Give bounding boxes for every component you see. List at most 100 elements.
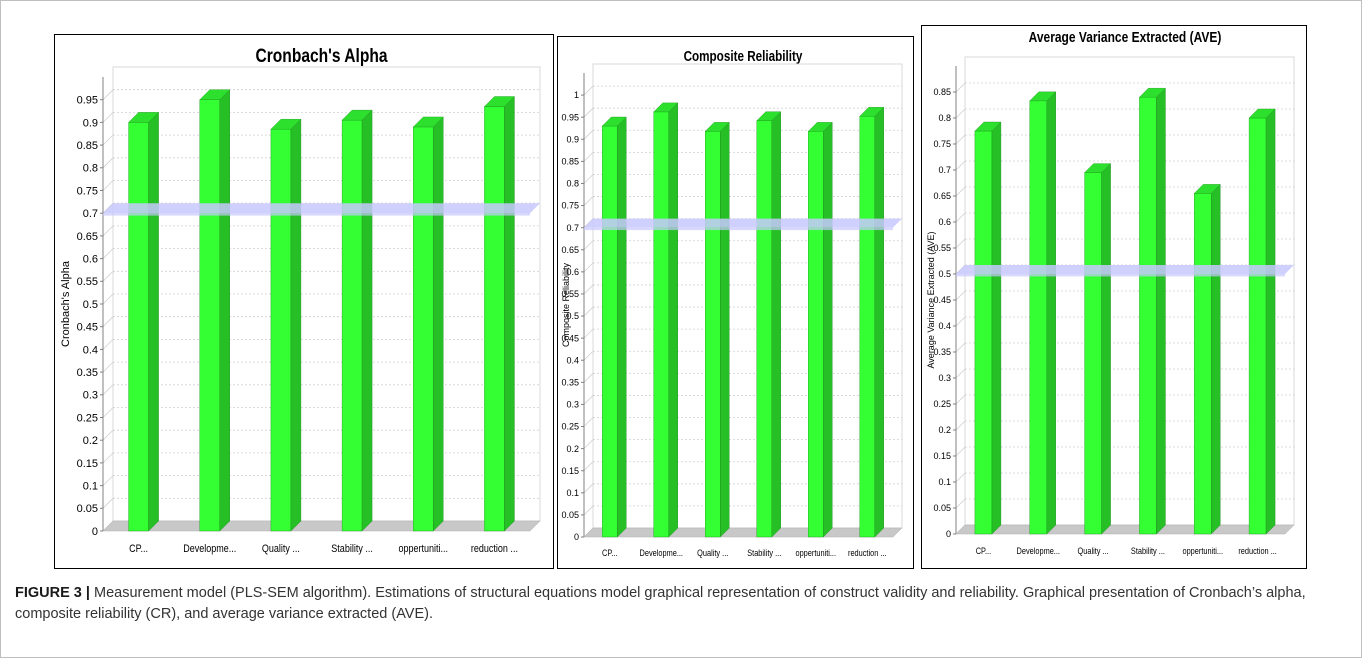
chart-panel-composite-reliability: Composite Reliability 0 0.05 0.1 0.15 0.2 0.25… [557, 36, 914, 569]
chart-title: Composite Reliability [684, 48, 803, 65]
gridline-side [102, 452, 114, 464]
bar-front [270, 129, 292, 532]
y-tick-label: 0.2 [83, 435, 98, 447]
threshold-band-top [103, 203, 540, 214]
y-tick-label: 0.4 [566, 355, 579, 365]
bar-6 [859, 106, 885, 538]
bar-front [653, 111, 669, 538]
bar-front [1139, 96, 1157, 535]
bar-4 [756, 111, 782, 538]
bar-side [1265, 108, 1276, 535]
x-category-label: CP... [976, 546, 991, 556]
gridline-side [102, 271, 114, 282]
gridline-side [955, 498, 966, 509]
gridline-side [583, 85, 594, 96]
bar-side [720, 121, 730, 538]
bar-3 [704, 121, 730, 538]
bar-4 [341, 109, 373, 532]
ave-chart: Average Variance Extracted (AVE) 0 0.05 0.1… [926, 29, 1295, 556]
bar-side [148, 111, 159, 532]
y-tick-label: 0.1 [566, 488, 579, 498]
bar-top [270, 119, 302, 130]
y-tick-label: 0.2 [566, 444, 579, 454]
y-tick-label: 0.05 [561, 510, 579, 520]
bar-top [601, 116, 627, 127]
y-tick-label: 0.5 [938, 269, 951, 279]
y-tick-label: 0.45 [933, 295, 951, 305]
y-tick-label: 0.3 [566, 400, 579, 410]
bar-top [1029, 91, 1057, 102]
x-category-label: Quality ... [1078, 546, 1109, 556]
x-category-label: reduction ... [471, 543, 518, 555]
x-category-label: Quality ... [262, 543, 300, 555]
y-tick-label: 0.8 [83, 163, 98, 175]
gridline-side [955, 212, 966, 223]
y-tick-label: 0.8 [566, 179, 579, 189]
gridline-side [102, 475, 114, 486]
gridline-side [102, 134, 114, 146]
y-tick-label: 0.25 [561, 422, 579, 432]
gridline-side [102, 316, 114, 327]
gridline-side [955, 316, 966, 327]
gridline-side [583, 328, 594, 339]
bar-side [504, 96, 515, 532]
bar-4 [1138, 87, 1166, 535]
y-tick-label: 0.05 [933, 503, 951, 513]
y-tick-label: 0.05 [77, 503, 98, 515]
gridline-side [583, 395, 594, 405]
gridline-side [102, 498, 114, 509]
plot-back-wall [592, 63, 903, 529]
y-axis-title: Composite Reliability [561, 262, 571, 347]
composite-reliability-chart: Composite Reliability 0 0.05 0.1 0.15 0.2 0.25… [561, 48, 903, 558]
chart-title: Cronbach's Alpha [255, 45, 387, 67]
y-tick-label: 0.25 [77, 412, 98, 424]
y-tick-label: 0.6 [938, 217, 951, 227]
y-tick-label: 0.6 [83, 253, 98, 265]
y-tick-label: 0.1 [83, 480, 98, 492]
gridline-side [955, 420, 966, 431]
chart-floor [583, 527, 903, 538]
bar-side [991, 121, 1002, 535]
bar-side [219, 89, 230, 532]
x-category-label: reduction ... [848, 548, 887, 558]
y-tick-label: 0.15 [77, 458, 98, 470]
bar-front [128, 122, 149, 532]
x-category-label: Stability ... [331, 543, 373, 555]
bar-front [1248, 117, 1267, 535]
bar-5 [1193, 183, 1221, 535]
y-tick-label: 0.75 [561, 201, 579, 211]
y-tick-label: 0.5 [566, 311, 579, 321]
gridline-side [102, 157, 114, 169]
x-category-label: oppertuniti... [398, 543, 448, 555]
gridline-side [102, 293, 114, 305]
gridline-side [583, 174, 594, 184]
x-category-label: Developme... [1017, 546, 1060, 556]
x-category-label: CP... [602, 548, 617, 558]
x-category-label: CP... [129, 543, 148, 555]
gridline-side [955, 160, 966, 171]
x-category-label: Stability ... [1131, 546, 1165, 556]
bar-5 [412, 116, 444, 532]
y-tick-label: 0.95 [561, 112, 579, 122]
x-category-label: Developme... [640, 548, 683, 558]
x-category-label: reduction ... [1238, 546, 1277, 556]
bar-top [483, 96, 515, 107]
y-tick-label: 0.35 [933, 347, 951, 357]
caption-text: Measurement model (PLS-SEM algorithm). E… [15, 585, 1306, 622]
bar-6 [1248, 108, 1276, 535]
y-tick-label: 0.55 [561, 289, 579, 299]
caption-label: FIGURE 3 | [15, 585, 90, 601]
gridline-side [955, 446, 966, 457]
bar-front [808, 131, 824, 538]
bar-1 [601, 116, 627, 538]
chart-panel-cronbach-alpha: Cronbach's Alpha 0 0.05 0.1 0.15 0.2 0.25 0.3 0.… [54, 34, 554, 569]
y-tick-label: 0.65 [77, 231, 98, 243]
y-tick-label: 0.4 [938, 321, 951, 331]
bar-top [1193, 184, 1221, 194]
bar-front [1194, 193, 1212, 535]
bar-side [1046, 91, 1056, 535]
y-tick-label: 0 [946, 529, 951, 539]
gridline-side [583, 306, 594, 317]
bar-side [874, 106, 884, 538]
